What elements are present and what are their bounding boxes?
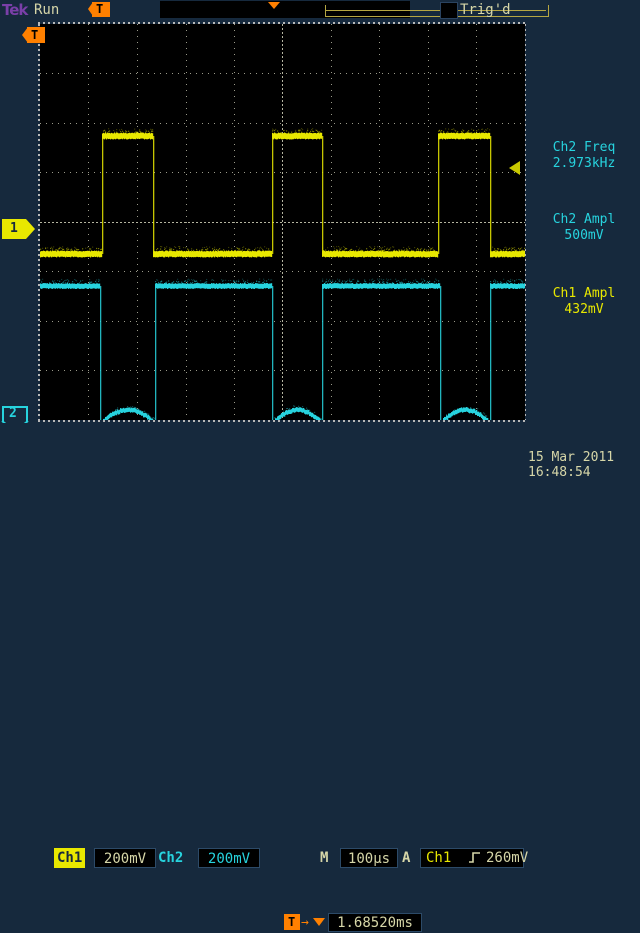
run-state-label: Run: [34, 2, 59, 18]
trigger-badge-label: T: [31, 27, 38, 43]
ch1-menu-label[interactable]: Ch1: [54, 848, 85, 868]
ch2-marker-label: 2: [9, 405, 17, 423]
trigger-status-box: [440, 2, 458, 19]
trigger-badge-label: T: [96, 2, 103, 17]
ch1-waveform-trace: [40, 128, 525, 257]
time-label: 16:48:54: [528, 465, 614, 480]
ch1-volts-div-value[interactable]: 200mV: [94, 848, 156, 868]
bottom-settings-bar: Ch1 200mV Ch2 200mV M 100µs A Ch1 260mV: [0, 423, 640, 447]
trigger-a-label: A: [402, 848, 410, 868]
trigger-position-badge-bottom[interactable]: T: [284, 914, 300, 930]
ch2-volts-div-value[interactable]: 200mV: [198, 848, 260, 868]
top-status-bar: Tek Run T Trig'd: [0, 0, 640, 20]
record-length-bracket: [325, 5, 549, 17]
measurement-ch2-freq-value: 2.973kHz: [530, 156, 638, 172]
record-length-strip[interactable]: [160, 1, 410, 18]
measurement-ch2-ampl-label: Ch2 Ampl: [530, 212, 638, 228]
record-length-line: [326, 10, 546, 11]
ch1-ground-marker[interactable]: 1: [2, 219, 36, 239]
trigger-source-label: Ch1: [426, 848, 451, 868]
trigger-badge-label: T: [288, 914, 295, 930]
ch1-marker-tip: [26, 219, 35, 239]
trigger-point-marker-top: [268, 2, 280, 9]
measurement-ch1-ampl-value: 432mV: [530, 302, 638, 318]
trigger-position-badge-graticule[interactable]: T: [22, 27, 46, 43]
measurement-ch2-ampl-value: 500mV: [530, 228, 638, 244]
position-pointer-icon: [313, 918, 325, 926]
waveform-traces: [40, 24, 525, 420]
rising-edge-icon: [468, 851, 481, 864]
trigger-level-marker[interactable]: [509, 161, 520, 175]
ch2-waveform-trace: [40, 279, 525, 420]
main-timebase-value[interactable]: 100µs: [340, 848, 398, 868]
waveform-graticule[interactable]: [40, 24, 525, 420]
main-timebase-label: M: [320, 848, 328, 868]
datetime-display: 15 Mar 2011 16:48:54: [528, 450, 614, 480]
oscilloscope-screen: Tek Run T Trig'd: [0, 0, 640, 480]
horizontal-position-value[interactable]: 1.68520ms: [328, 913, 422, 932]
ch1-marker-label: 1: [10, 219, 18, 239]
ch2-menu-label[interactable]: Ch2: [158, 848, 183, 868]
arrow-right-icon: →: [301, 918, 309, 928]
trigger-level-value: 260mV: [486, 848, 528, 868]
graticule-border-bottom: [38, 420, 526, 422]
measurement-ch1-ampl-label: Ch1 Ampl: [530, 286, 638, 302]
date-label: 15 Mar 2011: [528, 450, 614, 465]
measurement-ch2-freq-label: Ch2 Freq: [530, 140, 638, 156]
trigger-status-label: Trig'd: [460, 2, 511, 18]
tek-logo: Tek: [2, 1, 27, 19]
trigger-position-badge-top[interactable]: T: [88, 2, 110, 17]
